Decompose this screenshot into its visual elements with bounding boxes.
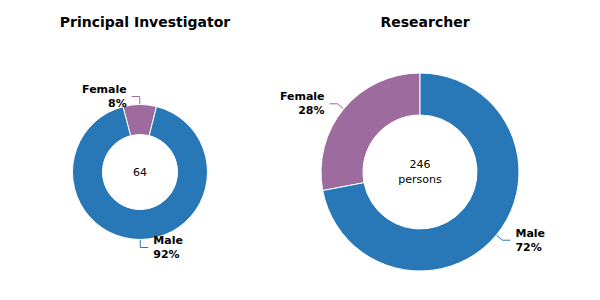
svg-text:64: 64	[133, 166, 147, 179]
svg-text:Principal Investigator: Principal Investigator	[60, 14, 231, 30]
svg-text:72%: 72%	[515, 241, 541, 254]
svg-text:8%: 8%	[108, 97, 127, 110]
svg-text:Female: Female	[82, 83, 127, 96]
svg-text:Male: Male	[153, 234, 183, 247]
svg-text:92%: 92%	[153, 248, 179, 261]
svg-text:persons: persons	[398, 173, 442, 186]
svg-text:Researcher: Researcher	[380, 14, 469, 30]
svg-text:Male: Male	[515, 227, 545, 240]
svg-text:Female: Female	[280, 90, 325, 103]
svg-text:246: 246	[410, 158, 431, 171]
svg-text:28%: 28%	[298, 104, 324, 117]
